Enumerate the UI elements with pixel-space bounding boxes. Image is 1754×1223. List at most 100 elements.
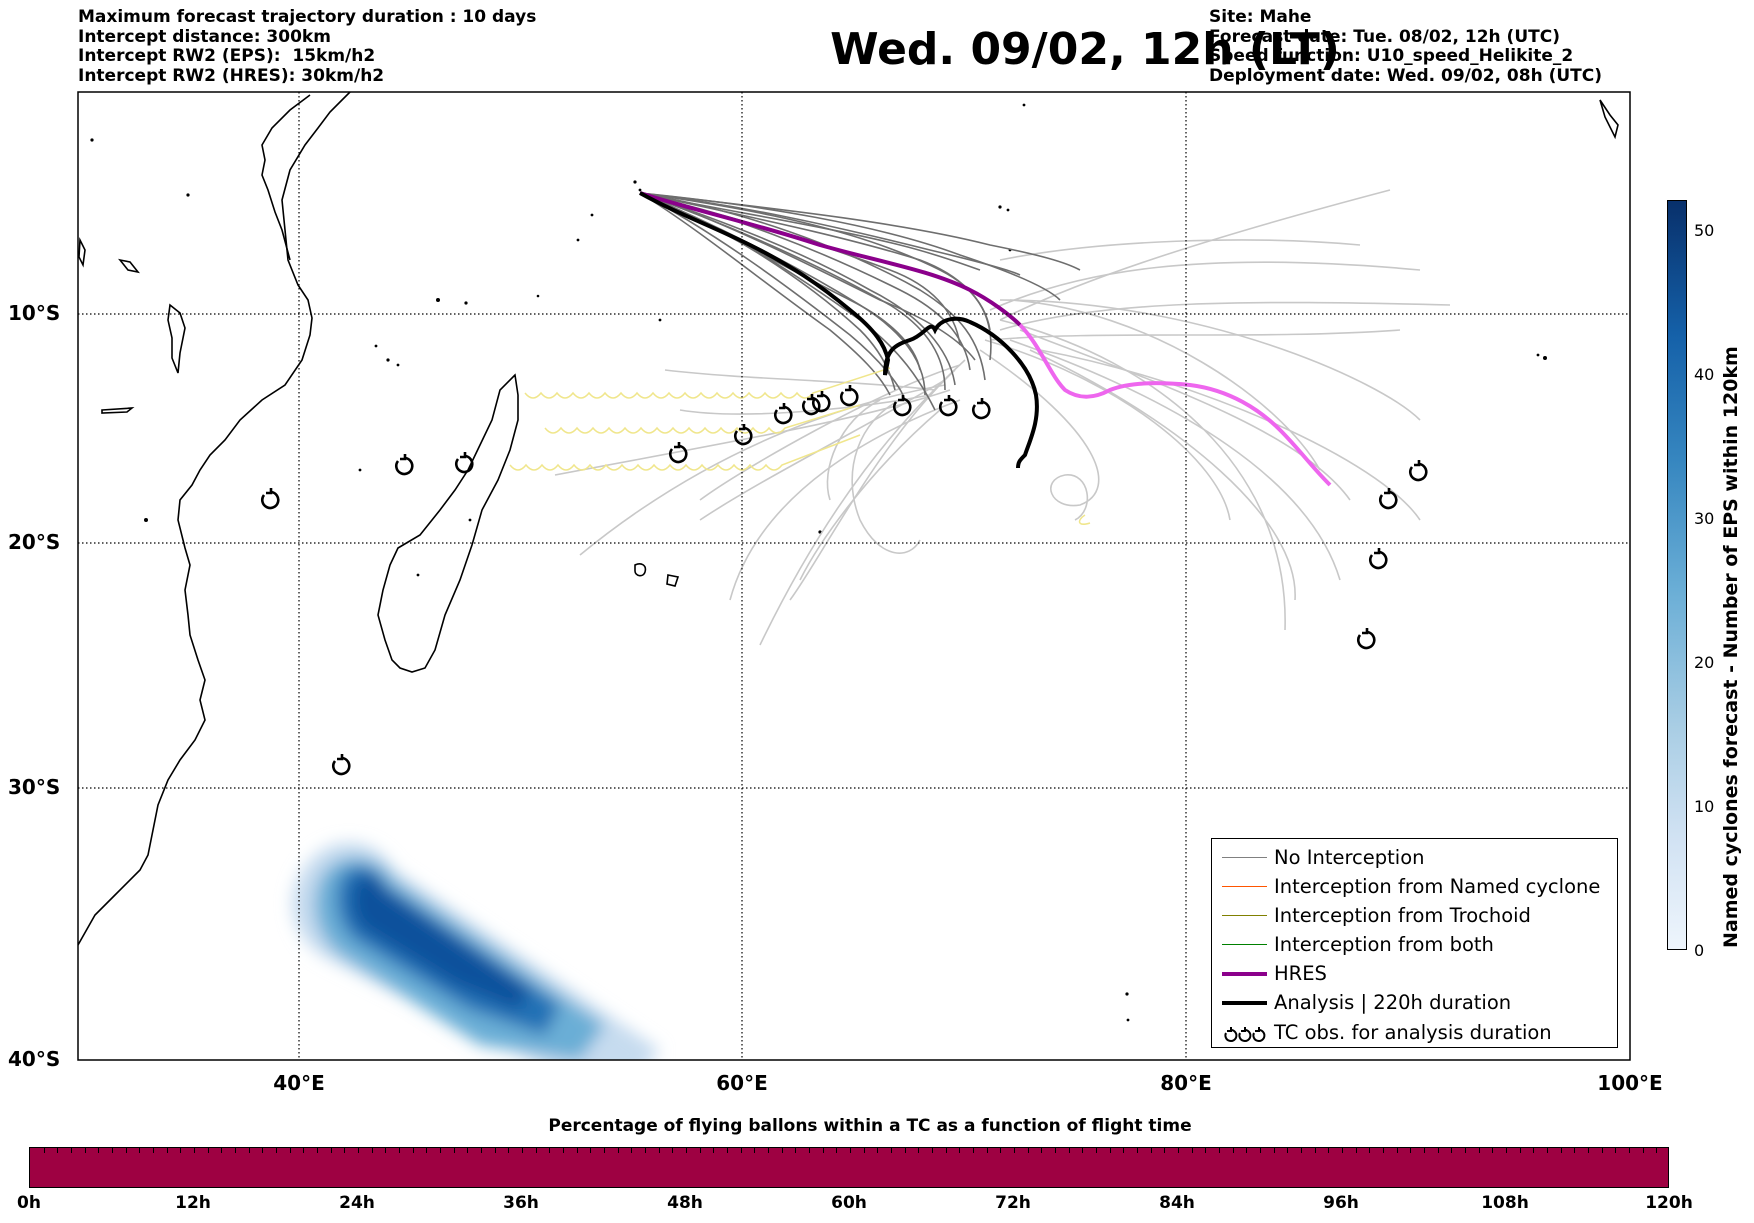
timeline-minor-tick [330, 1148, 332, 1153]
timeline-minor-tick [43, 1148, 45, 1153]
timeline-minor-tick [522, 1148, 523, 1153]
legend-label: Interception from both [1274, 933, 1494, 956]
header-info-right: Site: Mahe Forecast date: Tue. 08/02, 12… [1209, 7, 1602, 86]
timeline-minor-tick [194, 1148, 195, 1153]
timeline-minor-tick [1164, 1148, 1166, 1153]
header-right-line: Speed function: U10_speed_Helikite_2 [1209, 46, 1574, 66]
timeline-minor-tick [740, 1148, 742, 1153]
header-left-line: Intercept RW2 (HRES): 30km/h2 [78, 65, 385, 86]
timeline-minor-tick [494, 1148, 496, 1153]
timeline-minor-tick [795, 1148, 797, 1153]
legend-item: No Interception [1212, 845, 1617, 871]
colorbar-tick: 0 [1694, 941, 1705, 960]
timeline-minor-tick [1656, 1148, 1658, 1153]
timeline-tick-label: 120h [1645, 1193, 1693, 1213]
timeline-minor-tick [1150, 1148, 1152, 1153]
timeline-minor-tick [1191, 1148, 1193, 1153]
timeline-minor-tick [1027, 1148, 1029, 1153]
timeline-minor-tick [1342, 1148, 1343, 1153]
timeline-minor-tick [481, 1148, 482, 1153]
lat-label-20s: 20°S [8, 530, 61, 554]
timeline-minor-tick [467, 1148, 469, 1153]
timeline-minor-tick [768, 1148, 769, 1153]
lon-label-60e: 60°E [716, 1071, 768, 1095]
timeline-minor-tick [57, 1148, 59, 1153]
timeline-minor-tick [617, 1148, 619, 1153]
timeline-minor-tick [1096, 1148, 1097, 1153]
timeline-minor-tick [1396, 1148, 1398, 1153]
timeline-minor-tick [959, 1148, 961, 1153]
timeline-tick-label: 36h [503, 1193, 539, 1213]
timeline-minor-tick [891, 1148, 892, 1153]
map-frame [77, 91, 1631, 1061]
tc-obs-icon [669, 442, 688, 464]
legend-label: HRES [1274, 962, 1327, 985]
timeline-minor-tick [1615, 1148, 1617, 1153]
timeline-minor-tick [877, 1148, 879, 1153]
timeline-minor-tick [1533, 1148, 1535, 1153]
timeline-minor-tick [139, 1148, 141, 1153]
timeline-minor-tick [180, 1148, 182, 1153]
tc-obs-icon [261, 488, 280, 510]
timeline-minor-tick [1123, 1148, 1125, 1153]
timeline-minor-tick [1082, 1148, 1084, 1153]
legend-line-swatch [1222, 1001, 1267, 1005]
timeline-minor-tick [809, 1148, 810, 1153]
timeline-minor-tick [945, 1148, 947, 1153]
colorbar-label: Named cyclones forecast - Number of EPS … [1720, 346, 1742, 948]
tc-obs-icon [774, 403, 793, 425]
timeline-minor-tick [1068, 1148, 1070, 1153]
header-right-line: Site: Mahe [1209, 7, 1312, 27]
tc-symbol-icon [1224, 1027, 1266, 1042]
timeline-minor-tick [1465, 1148, 1466, 1153]
timeline-minor-tick [1629, 1148, 1630, 1153]
timeline-tick-label: 60h [831, 1193, 867, 1213]
timeline-minor-tick [153, 1148, 154, 1153]
tc-obs-icon [1357, 628, 1376, 650]
tc-obs-icon [939, 395, 958, 417]
timeline-minor-tick [699, 1148, 701, 1153]
timeline-tick-label: 48h [667, 1193, 703, 1213]
lat-label-30s: 30°S [8, 775, 61, 799]
header-right-line: Forecast date: Tue. 08/02, 12h (UTC) [1209, 26, 1560, 47]
timeline-minor-tick [1219, 1148, 1220, 1153]
map-grid [78, 92, 1630, 1060]
timeline-tick-label: 12h [175, 1193, 211, 1213]
small-islands [90, 103, 1547, 1022]
timeline-minor-tick [426, 1148, 428, 1153]
timeline-minor-tick [508, 1148, 510, 1153]
legend-line-swatch [1222, 915, 1267, 916]
legend-label: Interception from Trochoid [1274, 904, 1531, 927]
colorbar-tick: 50 [1694, 221, 1715, 240]
timeline-minor-tick [836, 1148, 838, 1153]
timeline-minor-tick [1601, 1148, 1603, 1153]
hres-track [639, 191, 1022, 327]
timeline-minor-tick [1506, 1148, 1507, 1153]
timeline-minor-tick [658, 1148, 660, 1153]
timeline-minor-tick [604, 1148, 605, 1153]
timeline-minor-tick [1519, 1148, 1521, 1153]
cyclone-density-area [292, 842, 660, 1060]
timeline-minor-tick [317, 1148, 318, 1153]
header-left-line: Intercept distance: 300km [78, 26, 331, 47]
tc-obs-icon [734, 424, 753, 446]
legend-item: TC obs. for analysis duration [1212, 1020, 1617, 1046]
tc-obs-icon [1369, 548, 1388, 570]
timeline-minor-tick [385, 1148, 387, 1153]
timeline-minor-tick [371, 1148, 373, 1153]
timeline-tick-label: 84h [1159, 1193, 1195, 1213]
timeline-minor-tick [1000, 1148, 1002, 1153]
legend-line-swatch [1222, 886, 1267, 887]
timeline-minor-tick [1642, 1148, 1644, 1153]
timeline-minor-tick [1451, 1148, 1453, 1153]
lon-label-100e: 100°E [1597, 1071, 1663, 1095]
timeline-minor-tick [850, 1148, 851, 1153]
timeline-minor-tick [1260, 1148, 1261, 1153]
timeline-tick-label: 72h [995, 1193, 1031, 1213]
header-left-line: Intercept RW2 (EPS): 15km/h2 [78, 46, 376, 66]
timeline-minor-tick [932, 1148, 933, 1153]
timeline-minor-tick [1478, 1148, 1480, 1153]
timeline-minor-tick [125, 1148, 127, 1153]
timeline-bar [29, 1147, 1669, 1188]
page-title-wrap: Wed. 09/02, 12h (LT) [0, 20, 1754, 80]
